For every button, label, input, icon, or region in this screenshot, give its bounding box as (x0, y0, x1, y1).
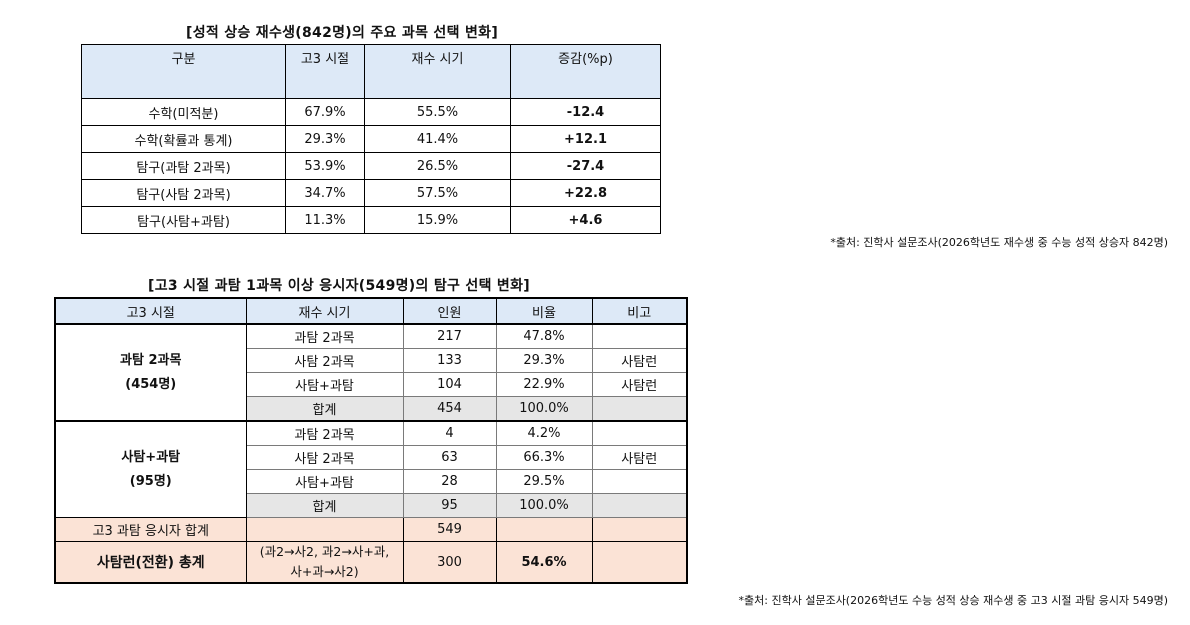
total-label: 고3 과탐 응시자 합계 (54, 517, 247, 542)
header-note: 비고 (591, 297, 688, 325)
table-row: 사탐+과탐 104 22.9% 사탐런 (55, 372, 688, 397)
count-cell: 133 (402, 348, 497, 373)
table-row: 수학(확률과 통계) 29.3% 41.4% +12.1 (81, 125, 661, 153)
retake-choice: 사탐 2과목 (245, 348, 404, 373)
group-label: 사탐+과탐 (95명) (54, 420, 247, 518)
row-change: -27.4 (510, 152, 661, 180)
ratio-cell: 29.5% (495, 469, 593, 494)
row-value: 15.9% (364, 206, 511, 234)
header-high3: 고3 시절 (285, 44, 365, 99)
ratio-cell: 47.8% (495, 323, 593, 349)
ratio-cell: 66.3% (495, 445, 593, 470)
table-header-row: 고3 시절 재수 시기 인원 비율 비고 (54, 297, 688, 325)
row-change: +12.1 (510, 125, 661, 153)
table-row: 탐구(사탐 2과목) 34.7% 57.5% +22.8 (81, 179, 661, 207)
note-cell: 사탐런 (591, 348, 688, 373)
switch-total-row: 사탐런(전환) 총계 (과2→사2, 과2→사+과, 사+과→사2) 300 5… (54, 541, 688, 584)
science-switch-table: 고3 시절 재수 시기 인원 비율 비고 과탐 2과목 (454명) 과탐 2과… (54, 297, 688, 584)
ratio-cell: 22.9% (495, 372, 593, 397)
header-high3: 고3 시절 (54, 297, 247, 325)
subtotal-count: 454 (402, 396, 497, 422)
note-cell (591, 469, 688, 494)
row-label: 탐구(사탐+과탐) (81, 206, 286, 234)
ratio-cell: 4.2% (495, 420, 593, 446)
count-cell: 28 (402, 469, 497, 494)
switch-total-ratio: 54.6% (495, 541, 593, 584)
note-cell: 사탐런 (591, 445, 688, 470)
total-count: 549 (402, 517, 497, 542)
retake-choice: 과탐 2과목 (245, 323, 404, 349)
row-value: 67.9% (285, 98, 365, 126)
total-row: 고3 과탐 응시자 합계 549 (54, 517, 688, 542)
table-row: 과탐 2과목 (454명) 과탐 2과목 217 47.8% (54, 323, 688, 422)
row-change: -12.4 (510, 98, 661, 126)
table2-title: [고3 시절 과탐 1과목 이상 응시자(549명)의 탐구 선택 변화] (148, 278, 530, 294)
row-value: 53.9% (285, 152, 365, 180)
count-cell: 4 (402, 420, 497, 446)
row-value: 55.5% (364, 98, 511, 126)
row-change: +4.6 (510, 206, 661, 234)
switch-total-desc: (과2→사2, 과2→사+과, 사+과→사2) (245, 541, 404, 584)
group-label: 과탐 2과목 (454명) (54, 323, 247, 422)
table1-source: *출처: 진학사 설문조사(2026학년도 재수생 중 수능 성적 상승자 84… (830, 236, 1168, 249)
note-cell: 사탐런 (591, 372, 688, 397)
header-category: 구분 (81, 44, 286, 99)
header-change: 증감(%p) (510, 44, 661, 99)
count-cell: 217 (402, 323, 497, 349)
row-label: 탐구(사탐 2과목) (81, 179, 286, 207)
retake-choice: 사탐+과탐 (245, 469, 404, 494)
table2-source: *출처: 진학사 설문조사(2026학년도 수능 성적 상승 재수생 중 고3 … (738, 594, 1168, 607)
total-empty (245, 517, 404, 542)
table1-title: [성적 상승 재수생(842명)의 주요 과목 선택 변화] (186, 25, 499, 41)
table-header-row: 구분 고3 시절 재수 시기 증감(%p) (81, 44, 661, 99)
table-row: 탐구(사탐+과탐) 11.3% 15.9% +4.6 (81, 206, 661, 234)
subtotal-ratio: 100.0% (495, 396, 593, 422)
row-label: 탐구(과탐 2과목) (81, 152, 286, 180)
header-ratio: 비율 (495, 297, 593, 325)
row-label: 수학(미적분) (81, 98, 286, 126)
switch-total-note (591, 541, 688, 584)
count-cell: 63 (402, 445, 497, 470)
total-ratio (495, 517, 593, 542)
total-note (591, 517, 688, 542)
subtotal-label: 합계 (245, 493, 404, 518)
subtotal-note (591, 493, 688, 518)
table-row: 탐구(과탐 2과목) 53.9% 26.5% -27.4 (81, 152, 661, 180)
ratio-cell: 29.3% (495, 348, 593, 373)
subtotal-row: 합계 454 100.0% (55, 396, 688, 422)
row-value: 34.7% (285, 179, 365, 207)
table-row: 사탐 2과목 133 29.3% 사탐런 (55, 348, 688, 373)
row-value: 41.4% (364, 125, 511, 153)
row-value: 57.5% (364, 179, 511, 207)
subtotal-count: 95 (402, 493, 497, 518)
header-retake: 재수 시기 (245, 297, 404, 325)
subtotal-note (591, 396, 688, 422)
table-row: 수학(미적분) 67.9% 55.5% -12.4 (81, 98, 661, 126)
switch-total-count: 300 (402, 541, 497, 584)
header-count: 인원 (402, 297, 497, 325)
subtotal-label: 합계 (245, 396, 404, 422)
switch-total-label: 사탐런(전환) 총계 (54, 541, 247, 584)
subject-change-table: 구분 고3 시절 재수 시기 증감(%p) 수학(미적분) 67.9% 55.5… (81, 44, 661, 234)
row-change: +22.8 (510, 179, 661, 207)
row-label: 수학(확률과 통계) (81, 125, 286, 153)
count-cell: 104 (402, 372, 497, 397)
row-value: 29.3% (285, 125, 365, 153)
table-row: 사탐 2과목 63 66.3% 사탐런 (55, 445, 688, 470)
table-row: 사탐+과탐 (95명) 과탐 2과목 4 4.2% (54, 420, 688, 518)
row-value: 26.5% (364, 152, 511, 180)
retake-choice: 과탐 2과목 (245, 420, 404, 446)
retake-choice: 사탐 2과목 (245, 445, 404, 470)
row-value: 11.3% (285, 206, 365, 234)
subtotal-ratio: 100.0% (495, 493, 593, 518)
note-cell (591, 420, 688, 446)
note-cell (591, 323, 688, 349)
subtotal-row: 합계 95 100.0% (55, 493, 688, 518)
retake-choice: 사탐+과탐 (245, 372, 404, 397)
header-retake: 재수 시기 (364, 44, 511, 99)
